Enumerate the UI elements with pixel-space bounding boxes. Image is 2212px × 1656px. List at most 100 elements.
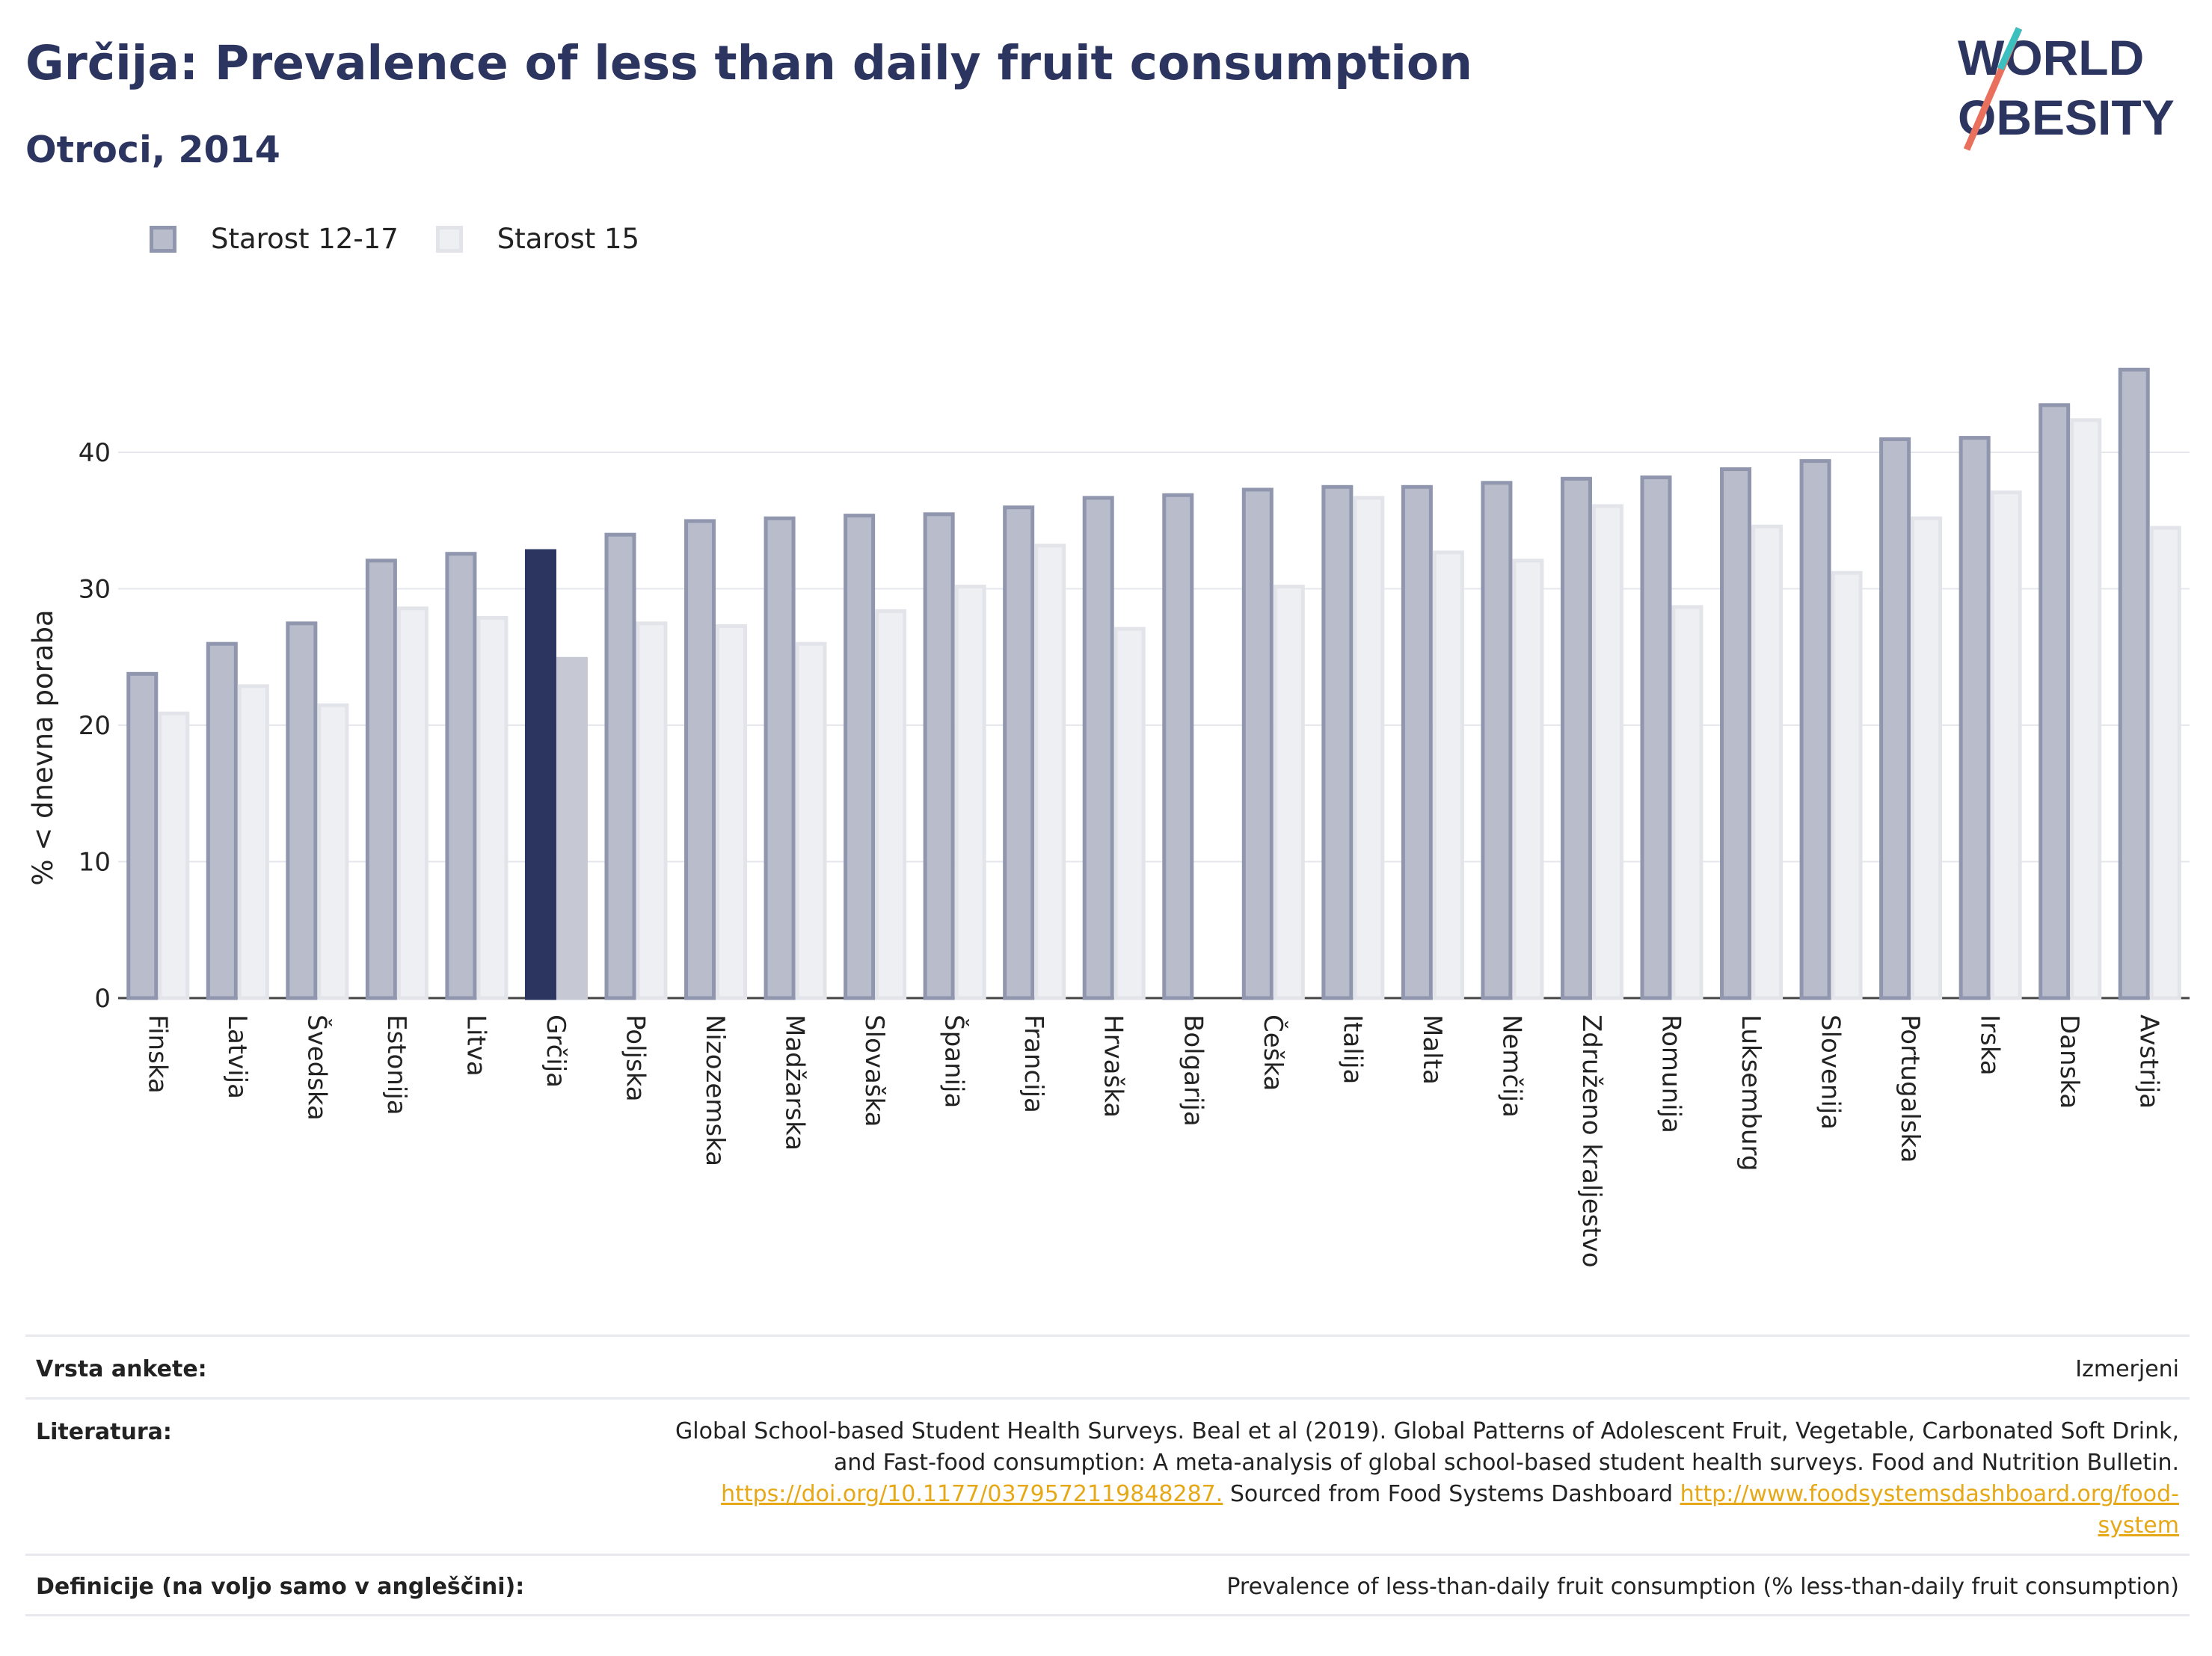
bar-series2-6[interactable] (636, 621, 668, 1000)
x-tick-label: Hrvaška (1099, 1015, 1128, 1118)
reference-sourced-text: Sourced from Food Systems Dashboard (1223, 1481, 1680, 1507)
definitions-label: Definicije (na voljo samo v angleščini): (36, 1574, 525, 1600)
bar-series1-12[interactable] (1082, 496, 1114, 1000)
bar-series2-25[interactable] (2149, 526, 2181, 1000)
bar-series1-11[interactable] (1003, 505, 1035, 1000)
reference-line-4: system (675, 1510, 2179, 1542)
bar-series1-8[interactable] (764, 516, 796, 1000)
bar-series2-0[interactable] (158, 711, 190, 1000)
bar-series2-20[interactable] (1751, 524, 1784, 1000)
doi-link[interactable]: https://doi.org/10.1177/0379572119848287… (721, 1481, 1223, 1507)
bar-series2-4[interactable] (476, 616, 509, 1000)
x-tick-label: Slovenija (1816, 1015, 1846, 1130)
reference-line-3: https://doi.org/10.1177/0379572119848287… (675, 1479, 2179, 1510)
legend-swatch-series2 (435, 225, 463, 253)
bar-series1-20[interactable] (1720, 467, 1752, 1000)
bar-series2-12[interactable] (1113, 627, 1146, 1000)
bar-series1-7[interactable] (684, 519, 716, 1000)
x-tick-label: Nizozemska (700, 1015, 730, 1166)
x-tick-label: Avstrija (2134, 1015, 2164, 1109)
legend-label-series1: Starost 12-17 (211, 223, 399, 255)
bar-series1-1[interactable] (206, 641, 238, 1000)
x-tick-label: Madžarska (780, 1015, 810, 1151)
bar-series2-3[interactable] (396, 606, 428, 1000)
bar-series1-22[interactable] (1879, 437, 1911, 1000)
bar-series2-24[interactable] (2070, 418, 2102, 1000)
bar-series2-8[interactable] (795, 641, 827, 1000)
info-row-survey: Vrsta ankete: Izmerjeni (25, 1335, 2190, 1382)
references-label: Literatura: (36, 1419, 172, 1445)
y-tick-label: 20 (79, 711, 111, 741)
survey-value: Izmerjeni (2075, 1356, 2179, 1382)
bar-series1-18[interactable] (1560, 476, 1592, 1000)
y-tick-label: 10 (79, 848, 111, 878)
bar-series1-16[interactable] (1401, 484, 1433, 1000)
x-tick-label: Irska (1975, 1015, 2005, 1076)
bar-series1-13[interactable] (1162, 493, 1194, 1000)
x-tick-label: Bolgarija (1178, 1015, 1208, 1127)
bar-series2-2[interactable] (317, 703, 349, 1000)
bar-series2-5[interactable] (556, 656, 588, 1000)
bar-series1-15[interactable] (1321, 484, 1354, 1000)
bar-series1-4[interactable] (445, 552, 477, 1000)
bar-series1-19[interactable] (1640, 475, 1672, 1000)
bar-series2-23[interactable] (1990, 490, 2022, 1000)
bar-series1-17[interactable] (1481, 481, 1513, 1000)
bar-series2-7[interactable] (716, 624, 748, 1000)
bar-series1-10[interactable] (923, 512, 955, 1000)
y-tick-label: 30 (79, 575, 111, 605)
x-tick-label: Litva (461, 1015, 491, 1077)
world-obesity-logo: WORLD OBESITY (1958, 27, 2175, 151)
x-tick-label: Češka (1258, 1015, 1288, 1091)
legend-label-series2: Starost 15 (497, 223, 640, 255)
x-tick-label: Francija (1019, 1015, 1048, 1113)
bar-series2-9[interactable] (875, 609, 907, 1000)
bar-series1-24[interactable] (2039, 403, 2071, 1000)
bar-series1-23[interactable] (1958, 436, 1991, 1000)
x-tick-label: Nemčija (1496, 1015, 1526, 1118)
bar-series1-2[interactable] (286, 621, 318, 1000)
definitions-value: Prevalence of less-than-daily fruit cons… (1226, 1574, 2179, 1600)
reference-line-2: and Fast-food consumption: A meta-analys… (833, 1450, 2179, 1476)
x-tick-label: Romunija (1656, 1015, 1686, 1133)
bar-series2-14[interactable] (1273, 585, 1305, 1000)
x-tick-label: Španija (939, 1015, 970, 1108)
info-row-definitions: Definicije (na voljo samo v angleščini):… (25, 1554, 2190, 1600)
bar-series2-1[interactable] (237, 684, 269, 1000)
bar-series1-14[interactable] (1241, 487, 1274, 1000)
legend-item-series1[interactable]: Starost 12-17 (150, 223, 399, 255)
x-tick-label: Grčija (541, 1015, 571, 1088)
bar-series2-15[interactable] (1353, 496, 1385, 1000)
x-tick-label: Estonija (381, 1015, 411, 1115)
dashboard-link-cont[interactable]: system (2098, 1512, 2179, 1539)
gridlines (118, 452, 2190, 1000)
bar-series2-18[interactable] (1591, 504, 1623, 1000)
x-tick-label: Finska (142, 1015, 172, 1094)
bar-series1-25[interactable] (2118, 367, 2150, 1000)
x-tick-label: Portugalska (1895, 1015, 1925, 1163)
bar-series2-22[interactable] (1911, 516, 1943, 1000)
svg-text:WORLD: WORLD (1958, 30, 2144, 85)
bar-series2-16[interactable] (1432, 550, 1464, 1000)
legend-swatch-series1 (150, 225, 176, 253)
info-row-references: Literatura: Global School-based Student … (25, 1397, 2190, 1539)
bar-series1-21[interactable] (1799, 459, 1831, 1000)
svg-text:OBESITY: OBESITY (1958, 90, 2175, 145)
reference-line-1: Global School-based Student Health Surve… (675, 1418, 2179, 1444)
bar-series2-11[interactable] (1034, 544, 1066, 1000)
bar-series2-21[interactable] (1831, 570, 1863, 1000)
bar-series2-10[interactable] (954, 585, 986, 1000)
bar-series1-6[interactable] (604, 532, 636, 1000)
bar-series1-0[interactable] (126, 671, 159, 1000)
survey-label: Vrsta ankete: (36, 1356, 207, 1382)
bar-series1-9[interactable] (844, 514, 876, 1000)
y-axis-title: % < dnevna poraba (27, 609, 59, 885)
bar-series1-3[interactable] (365, 558, 397, 1000)
legend-item-series2[interactable]: Starost 15 (435, 223, 640, 255)
bar-series2-17[interactable] (1512, 558, 1544, 1000)
bar-series2-19[interactable] (1671, 605, 1703, 1000)
bar-series1-5[interactable] (524, 549, 556, 1000)
bars (126, 367, 2181, 1000)
dashboard-link[interactable]: http://www.foodsystemsdashboard.org/food… (1680, 1481, 2179, 1507)
x-tick-label: Slovaška (859, 1015, 889, 1127)
